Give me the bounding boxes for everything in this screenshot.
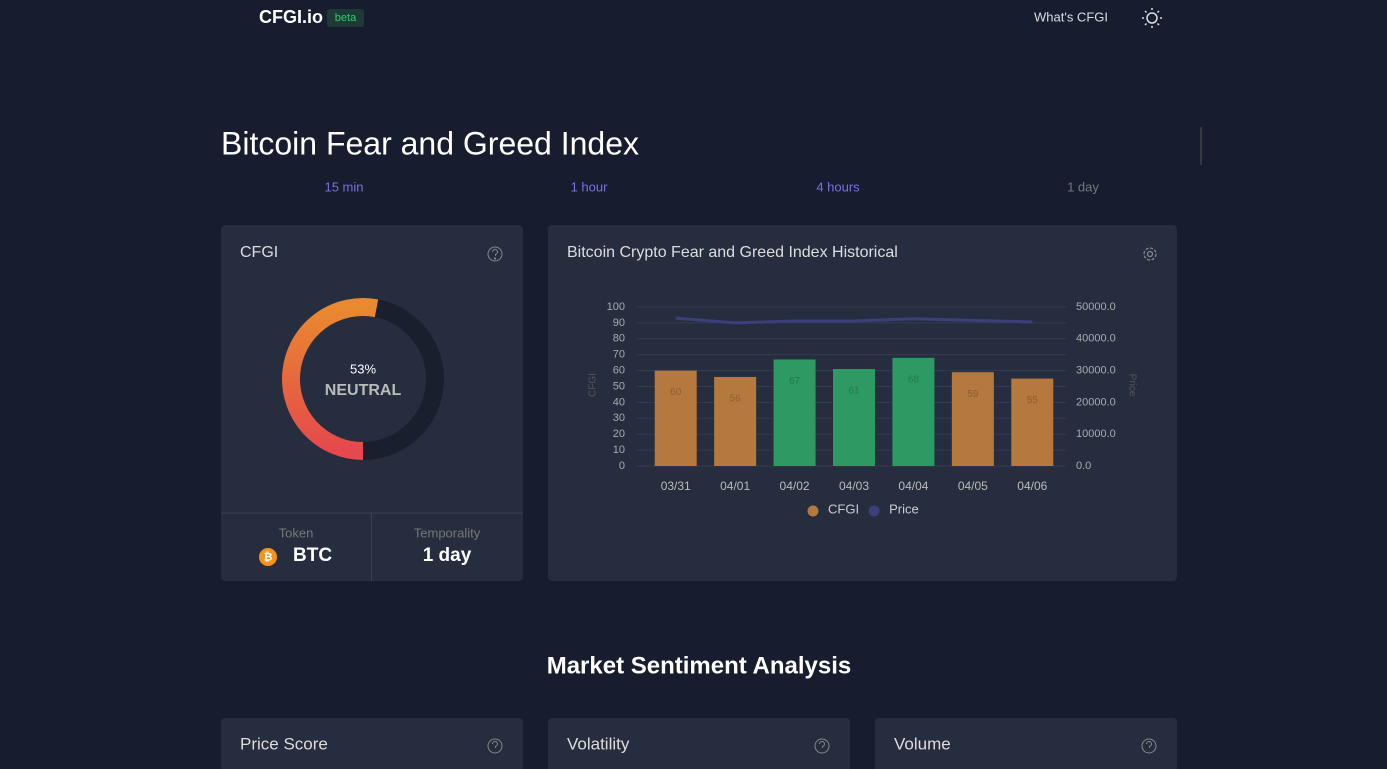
gauge-arc [282, 298, 379, 460]
help-icon[interactable] [487, 738, 503, 754]
badge-bg [327, 9, 364, 27]
y2-axis-label: Price [1126, 374, 1137, 397]
y-tick-label: 0 [619, 460, 625, 472]
tab[interactable]: 1 hour [571, 179, 609, 194]
bar-label: 67 [789, 376, 801, 387]
page-title: Bitcoin Fear and Greed Index [221, 125, 639, 161]
y2-tick-label: 20000.0 [1076, 396, 1116, 408]
chart-title: Bitcoin Crypto Fear and Greed Index Hist… [567, 244, 898, 261]
y-tick-label: 80 [613, 333, 625, 345]
bar [714, 376, 757, 466]
badge: beta [335, 12, 357, 24]
y2-tick-label: 0.0 [1076, 460, 1091, 472]
card-title: Volume [894, 734, 951, 753]
y-tick-label: 40 [613, 396, 625, 408]
x-tick-label: 04/05 [958, 479, 988, 493]
card [221, 718, 523, 769]
y-tick-label: 30 [613, 412, 625, 424]
x-tick-label: 04/04 [898, 479, 928, 493]
y-tick-label: 90 [613, 317, 625, 329]
help-icon-glyph [491, 740, 498, 748]
help-icon-glyph [1145, 740, 1152, 748]
x-tick-label: 03/31 [661, 479, 691, 493]
btc-icon [259, 548, 277, 566]
x-tick-label: 04/02 [780, 479, 810, 493]
card-title: Price Score [240, 734, 328, 753]
brand[interactable]: CFGI.io [259, 7, 323, 27]
y-axis-label: CFGI [588, 373, 599, 397]
legend-label[interactable]: Price [889, 501, 919, 516]
bar-label: 59 [967, 389, 979, 400]
y-tick-label: 50 [613, 380, 625, 392]
legend-swatch [807, 505, 819, 517]
bar [1011, 378, 1054, 466]
bar-label: 60 [670, 387, 682, 398]
gauge-value: 53% [350, 361, 376, 376]
legend-label[interactable]: CFGI [828, 501, 859, 516]
temporality: 1 day [423, 545, 472, 566]
y2-tick-label: 10000.0 [1076, 428, 1116, 440]
x-tick-label: 04/06 [1017, 479, 1047, 493]
y2-tick-label: 50000.0 [1076, 301, 1116, 313]
bar [892, 357, 935, 466]
card [548, 718, 850, 769]
btc-icon-glyph: ₿ [264, 551, 273, 563]
card-title: Volatility [567, 734, 630, 753]
settings-icon[interactable] [1143, 247, 1157, 261]
token-label: Token [279, 525, 314, 540]
bar [951, 372, 994, 466]
gauge-label: NEUTRAL [325, 382, 402, 399]
y-tick-label: 70 [613, 349, 625, 361]
y-tick-label: 10 [613, 444, 625, 456]
tab[interactable]: 4 hours [816, 179, 860, 194]
y2-tick-label: 40000.0 [1076, 333, 1116, 345]
help-icon-glyph [818, 740, 825, 748]
bar-label: 56 [730, 394, 742, 405]
nav-link[interactable]: What's CFGI [1034, 9, 1108, 24]
tab[interactable]: 15 min [324, 179, 363, 194]
help-icon[interactable] [814, 738, 830, 754]
card [221, 225, 523, 581]
bar-label: 61 [848, 386, 860, 397]
price-line [675, 316, 1033, 325]
temporality-label: Temporality [414, 525, 481, 540]
x-tick-label: 04/01 [720, 479, 750, 493]
section-title: Market Sentiment Analysis [547, 652, 852, 679]
token: BTC [293, 545, 332, 566]
y-tick-label: 60 [613, 365, 625, 377]
help-icon[interactable] [1141, 738, 1157, 754]
help-icon[interactable] [487, 246, 503, 262]
bar [773, 359, 816, 466]
bar-label: 68 [908, 375, 920, 386]
bar-label: 55 [1027, 395, 1039, 406]
card [875, 718, 1177, 769]
tab[interactable]: 1 day [1067, 179, 1099, 194]
x-tick-label: 04/03 [839, 479, 869, 493]
y-tick-label: 20 [613, 428, 625, 440]
bar [833, 369, 875, 466]
bar [654, 370, 697, 466]
legend-swatch [868, 505, 880, 517]
theme-toggle[interactable] [1142, 8, 1162, 28]
card-title: CFGI [240, 244, 278, 261]
y2-tick-label: 30000.0 [1076, 365, 1116, 377]
y-tick-label: 100 [607, 301, 625, 313]
